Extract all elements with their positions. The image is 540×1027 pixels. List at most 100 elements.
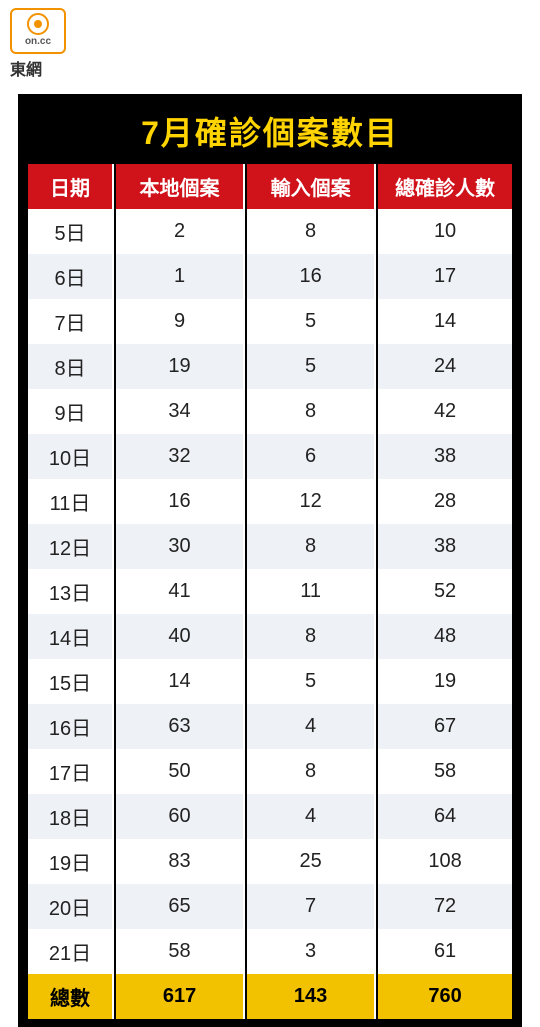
table-cell: 4 <box>247 794 376 839</box>
table-row: 8日19524 <box>28 344 512 389</box>
table-cell: 8 <box>247 209 376 254</box>
table-cell: 18日 <box>28 794 114 839</box>
table-cell: 32 <box>116 434 245 479</box>
table-row: 9日34842 <box>28 389 512 434</box>
table-cell: 8 <box>247 614 376 659</box>
table-cell: 5日 <box>28 209 114 254</box>
table-row: 18日60464 <box>28 794 512 839</box>
table-cell: 12 <box>247 479 376 524</box>
table-cell: 24 <box>378 344 512 389</box>
table-cell: 41 <box>116 569 245 614</box>
table-cell: 64 <box>378 794 512 839</box>
table-row: 16日63467 <box>28 704 512 749</box>
table-cell: 11 <box>247 569 376 614</box>
table-cell: 5 <box>247 344 376 389</box>
table-row: 19日8325108 <box>28 839 512 884</box>
data-table: 日期 本地個案 輸入個案 總確診人數 5日28106日116177日95148日… <box>26 164 514 1019</box>
table-row: 12日30838 <box>28 524 512 569</box>
table-cell: 48 <box>378 614 512 659</box>
col-header-import: 輸入個案 <box>247 164 376 209</box>
table-cell: 19 <box>116 344 245 389</box>
table-cell: 14 <box>116 659 245 704</box>
table-container: 7月確診個案數目 日期 本地個案 輸入個案 總確診人數 5日28106日1161… <box>18 94 522 1027</box>
table-cell: 72 <box>378 884 512 929</box>
table-cell: 58 <box>116 929 245 974</box>
table-cell: 50 <box>116 749 245 794</box>
table-cell: 4 <box>247 704 376 749</box>
table-cell: 5 <box>247 299 376 344</box>
logo-small-text: on.cc <box>25 37 51 47</box>
table-cell: 25 <box>247 839 376 884</box>
total-row: 總數617143760 <box>28 974 512 1019</box>
table-cell: 34 <box>116 389 245 434</box>
table-cell: 8 <box>247 749 376 794</box>
table-cell: 83 <box>116 839 245 884</box>
table-cell: 17 <box>378 254 512 299</box>
table-cell: 8 <box>247 524 376 569</box>
logo-dot-icon <box>34 20 42 28</box>
table-cell: 17日 <box>28 749 114 794</box>
table-cell: 28 <box>378 479 512 524</box>
table-cell: 8 <box>247 389 376 434</box>
table-cell: 5 <box>247 659 376 704</box>
table-cell: 10日 <box>28 434 114 479</box>
logo-box: on.cc <box>10 8 66 54</box>
table-cell: 19 <box>378 659 512 704</box>
table-cell: 38 <box>378 434 512 479</box>
logo-area: on.cc 東網 <box>0 0 540 84</box>
table-cell: 9日 <box>28 389 114 434</box>
table-cell: 14 <box>378 299 512 344</box>
table-body: 5日28106日116177日95148日195249日3484210日3263… <box>28 209 512 1019</box>
total-cell: 760 <box>378 974 512 1019</box>
table-cell: 12日 <box>28 524 114 569</box>
table-cell: 10 <box>378 209 512 254</box>
table-cell: 14日 <box>28 614 114 659</box>
table-cell: 15日 <box>28 659 114 704</box>
table-cell: 16 <box>116 479 245 524</box>
total-cell: 143 <box>247 974 376 1019</box>
table-cell: 7日 <box>28 299 114 344</box>
table-cell: 21日 <box>28 929 114 974</box>
table-cell: 13日 <box>28 569 114 614</box>
table-title: 7月確診個案數目 <box>26 104 514 164</box>
table-cell: 58 <box>378 749 512 794</box>
table-row: 17日50858 <box>28 749 512 794</box>
col-header-date: 日期 <box>28 164 114 209</box>
table-cell: 65 <box>116 884 245 929</box>
col-header-total: 總確診人數 <box>378 164 512 209</box>
logo-circle-icon <box>27 13 49 35</box>
table-cell: 1 <box>116 254 245 299</box>
table-cell: 52 <box>378 569 512 614</box>
table-cell: 42 <box>378 389 512 434</box>
table-cell: 38 <box>378 524 512 569</box>
table-cell: 67 <box>378 704 512 749</box>
table-cell: 8日 <box>28 344 114 389</box>
table-cell: 6 <box>247 434 376 479</box>
table-cell: 108 <box>378 839 512 884</box>
table-cell: 7 <box>247 884 376 929</box>
table-row: 10日32638 <box>28 434 512 479</box>
table-cell: 40 <box>116 614 245 659</box>
table-row: 11日161228 <box>28 479 512 524</box>
table-cell: 9 <box>116 299 245 344</box>
table-cell: 16日 <box>28 704 114 749</box>
table-cell: 60 <box>116 794 245 839</box>
table-cell: 63 <box>116 704 245 749</box>
logo-label: 東網 <box>10 56 530 80</box>
table-cell: 61 <box>378 929 512 974</box>
table-row: 21日58361 <box>28 929 512 974</box>
col-header-local: 本地個案 <box>116 164 245 209</box>
table-cell: 11日 <box>28 479 114 524</box>
table-row: 20日65772 <box>28 884 512 929</box>
table-cell: 2 <box>116 209 245 254</box>
table-cell: 6日 <box>28 254 114 299</box>
table-cell: 20日 <box>28 884 114 929</box>
table-cell: 3 <box>247 929 376 974</box>
table-cell: 16 <box>247 254 376 299</box>
table-row: 6日11617 <box>28 254 512 299</box>
header-row: 日期 本地個案 輸入個案 總確診人數 <box>28 164 512 209</box>
table-row: 15日14519 <box>28 659 512 704</box>
table-cell: 19日 <box>28 839 114 884</box>
total-cell: 總數 <box>28 974 114 1019</box>
table-cell: 30 <box>116 524 245 569</box>
